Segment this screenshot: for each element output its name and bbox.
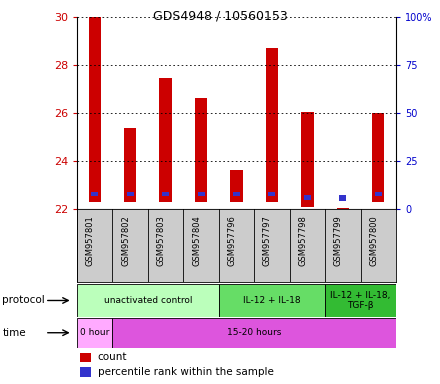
Bar: [77, 284, 219, 317]
Bar: [219, 284, 325, 317]
Bar: [198, 192, 205, 196]
Text: GSM957804: GSM957804: [192, 215, 201, 266]
Text: GSM957803: GSM957803: [157, 215, 165, 266]
Text: GSM957799: GSM957799: [334, 215, 343, 266]
Bar: [230, 170, 243, 202]
Text: GSM957797: GSM957797: [263, 215, 272, 266]
Text: GSM957801: GSM957801: [86, 215, 95, 266]
Text: 15-20 hours: 15-20 hours: [227, 328, 282, 337]
Text: GSM957802: GSM957802: [121, 215, 130, 266]
Bar: [337, 208, 349, 231]
Text: IL-12 + IL-18: IL-12 + IL-18: [243, 296, 301, 305]
Text: protocol: protocol: [2, 295, 45, 306]
Bar: [233, 192, 240, 196]
Bar: [162, 192, 169, 196]
Text: time: time: [2, 328, 26, 338]
Text: count: count: [98, 353, 127, 362]
Text: GSM957798: GSM957798: [298, 215, 308, 266]
Bar: [339, 195, 346, 201]
Text: unactivated control: unactivated control: [104, 296, 192, 305]
Bar: [372, 113, 385, 202]
Text: IL-12 + IL-18,
TGF-β: IL-12 + IL-18, TGF-β: [330, 291, 391, 310]
Bar: [325, 284, 396, 317]
Bar: [375, 192, 382, 196]
Text: GSM957796: GSM957796: [227, 215, 237, 266]
Bar: [77, 318, 113, 348]
Bar: [127, 192, 134, 196]
Text: GDS4948 / 10560153: GDS4948 / 10560153: [153, 10, 287, 23]
Bar: [80, 353, 92, 362]
Bar: [266, 48, 278, 202]
Text: 0 hour: 0 hour: [80, 328, 110, 337]
Bar: [80, 367, 92, 377]
Bar: [301, 112, 314, 207]
Bar: [159, 78, 172, 202]
Bar: [124, 128, 136, 202]
Bar: [88, 17, 101, 202]
Text: percentile rank within the sample: percentile rank within the sample: [98, 367, 274, 377]
Bar: [91, 192, 98, 196]
Bar: [113, 318, 396, 348]
Bar: [304, 195, 311, 200]
Bar: [268, 192, 275, 196]
Bar: [195, 98, 207, 202]
Text: GSM957800: GSM957800: [369, 215, 378, 266]
